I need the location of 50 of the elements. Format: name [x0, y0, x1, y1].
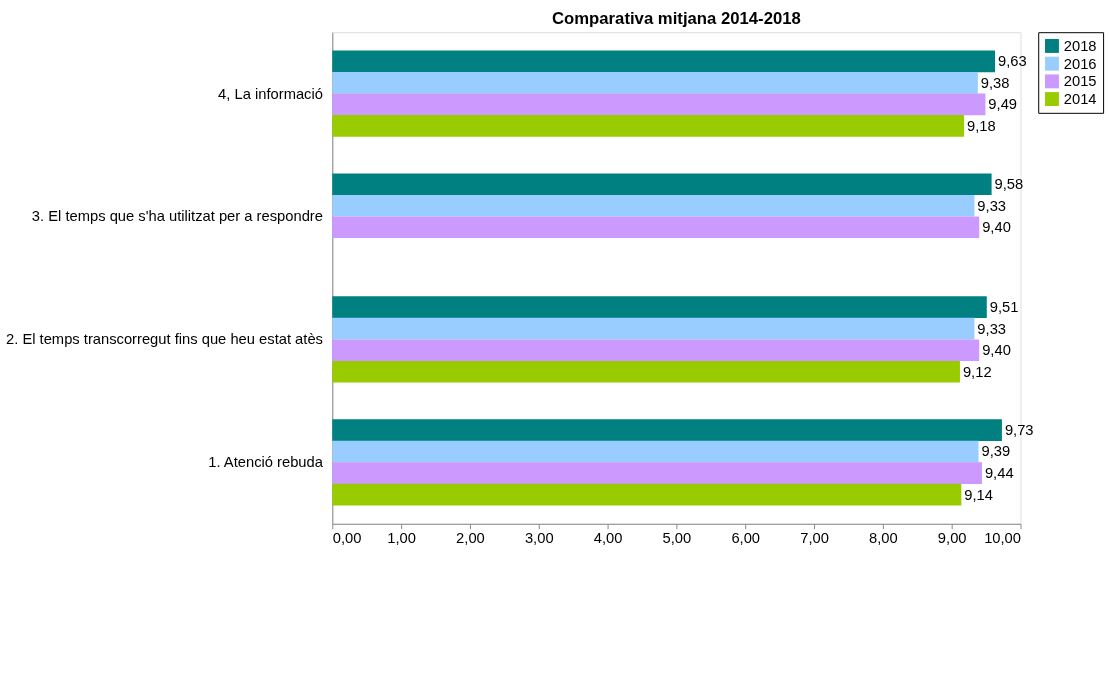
x-tick-label: 0,00 [332, 529, 362, 546]
bar [332, 50, 996, 73]
legend-label: 2018 [1063, 37, 1097, 54]
x-tick-label: 6,00 [731, 529, 761, 546]
bar [332, 93, 986, 116]
data-label: 9,39 [981, 443, 1011, 460]
x-tick-label: 1,00 [387, 529, 416, 546]
x-tick-label: 9,00 [937, 529, 967, 546]
data-label: 9,44 [984, 465, 1014, 481]
data-label: 9,14 [964, 486, 993, 503]
data-label: 9,40 [982, 219, 1011, 236]
data-label: 9,51 [989, 299, 1019, 316]
legend-label: 2015 [1063, 73, 1097, 90]
legend-label: 2014 [1063, 90, 1097, 107]
bar [332, 72, 978, 94]
bar [332, 339, 980, 362]
y-tick-label: 4, La informació [218, 85, 323, 102]
y-tick-label: 1. Atenció rebuda [208, 454, 324, 471]
bar [332, 115, 965, 137]
bar [332, 317, 975, 340]
data-label: 9,18 [967, 117, 996, 134]
data-label: 9,73 [1004, 421, 1034, 438]
x-tick-label: 3,00 [524, 529, 554, 546]
x-tick-label: 7,00 [800, 529, 829, 546]
x-tick-label: 5,00 [662, 529, 692, 546]
bar [332, 419, 1002, 441]
bar [332, 360, 960, 383]
bar [332, 173, 992, 196]
y-tick-label: 3. El temps que s'ha utilitzat per a respondre [31, 208, 323, 225]
x-tick-label: 4,00 [593, 529, 623, 546]
bar [332, 483, 962, 506]
bar [332, 462, 982, 484]
data-label: 9,58 [994, 176, 1024, 193]
bar [332, 216, 980, 239]
bar [332, 440, 979, 463]
chart-title: Comparativa mitjana 2014-2018 [552, 8, 801, 28]
data-label: 9,33 [977, 197, 1007, 214]
data-label: 9,33 [977, 320, 1007, 337]
bar [332, 296, 987, 318]
x-tick-label: 2,00 [456, 529, 485, 546]
x-tick-label: 10,00 [984, 529, 1022, 546]
y-tick-label: 2. El temps transcorregut fins que heu estat atès [6, 331, 323, 348]
data-label: 9,12 [962, 363, 992, 380]
data-label: 9,49 [988, 96, 1018, 113]
data-label: 9,63 [998, 53, 1027, 70]
legend-label: 2016 [1063, 55, 1097, 72]
data-label: 9,40 [982, 342, 1011, 359]
x-tick-label: 8,00 [869, 529, 898, 546]
data-label: 9,38 [980, 74, 1010, 91]
bar [332, 194, 975, 217]
